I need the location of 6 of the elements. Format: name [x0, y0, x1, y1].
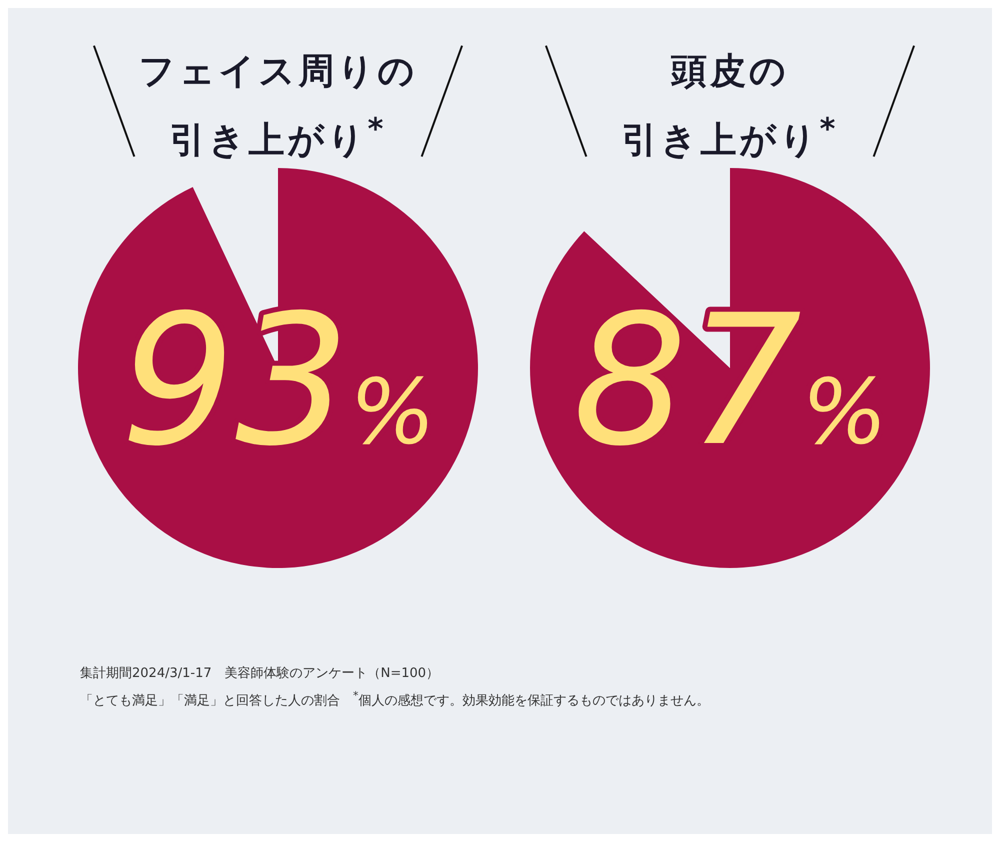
data-label: 93% — [120, 277, 436, 486]
data-label: 87% — [572, 277, 888, 486]
text: 「とても満足」「満足」と回答した人の割合 $^{*}$個人の感想です。効果効能を保証するものではありません。 — [80, 688, 710, 710]
chart-title: フェイス周りの引き上がり$^{*}$ — [138, 50, 418, 163]
text: 集計期間2024/3/1-17 美容師体験のアンケート（N=100） — [80, 665, 440, 683]
chart-title: 頭皮の引き上がり$^{*}$ — [620, 50, 840, 163]
